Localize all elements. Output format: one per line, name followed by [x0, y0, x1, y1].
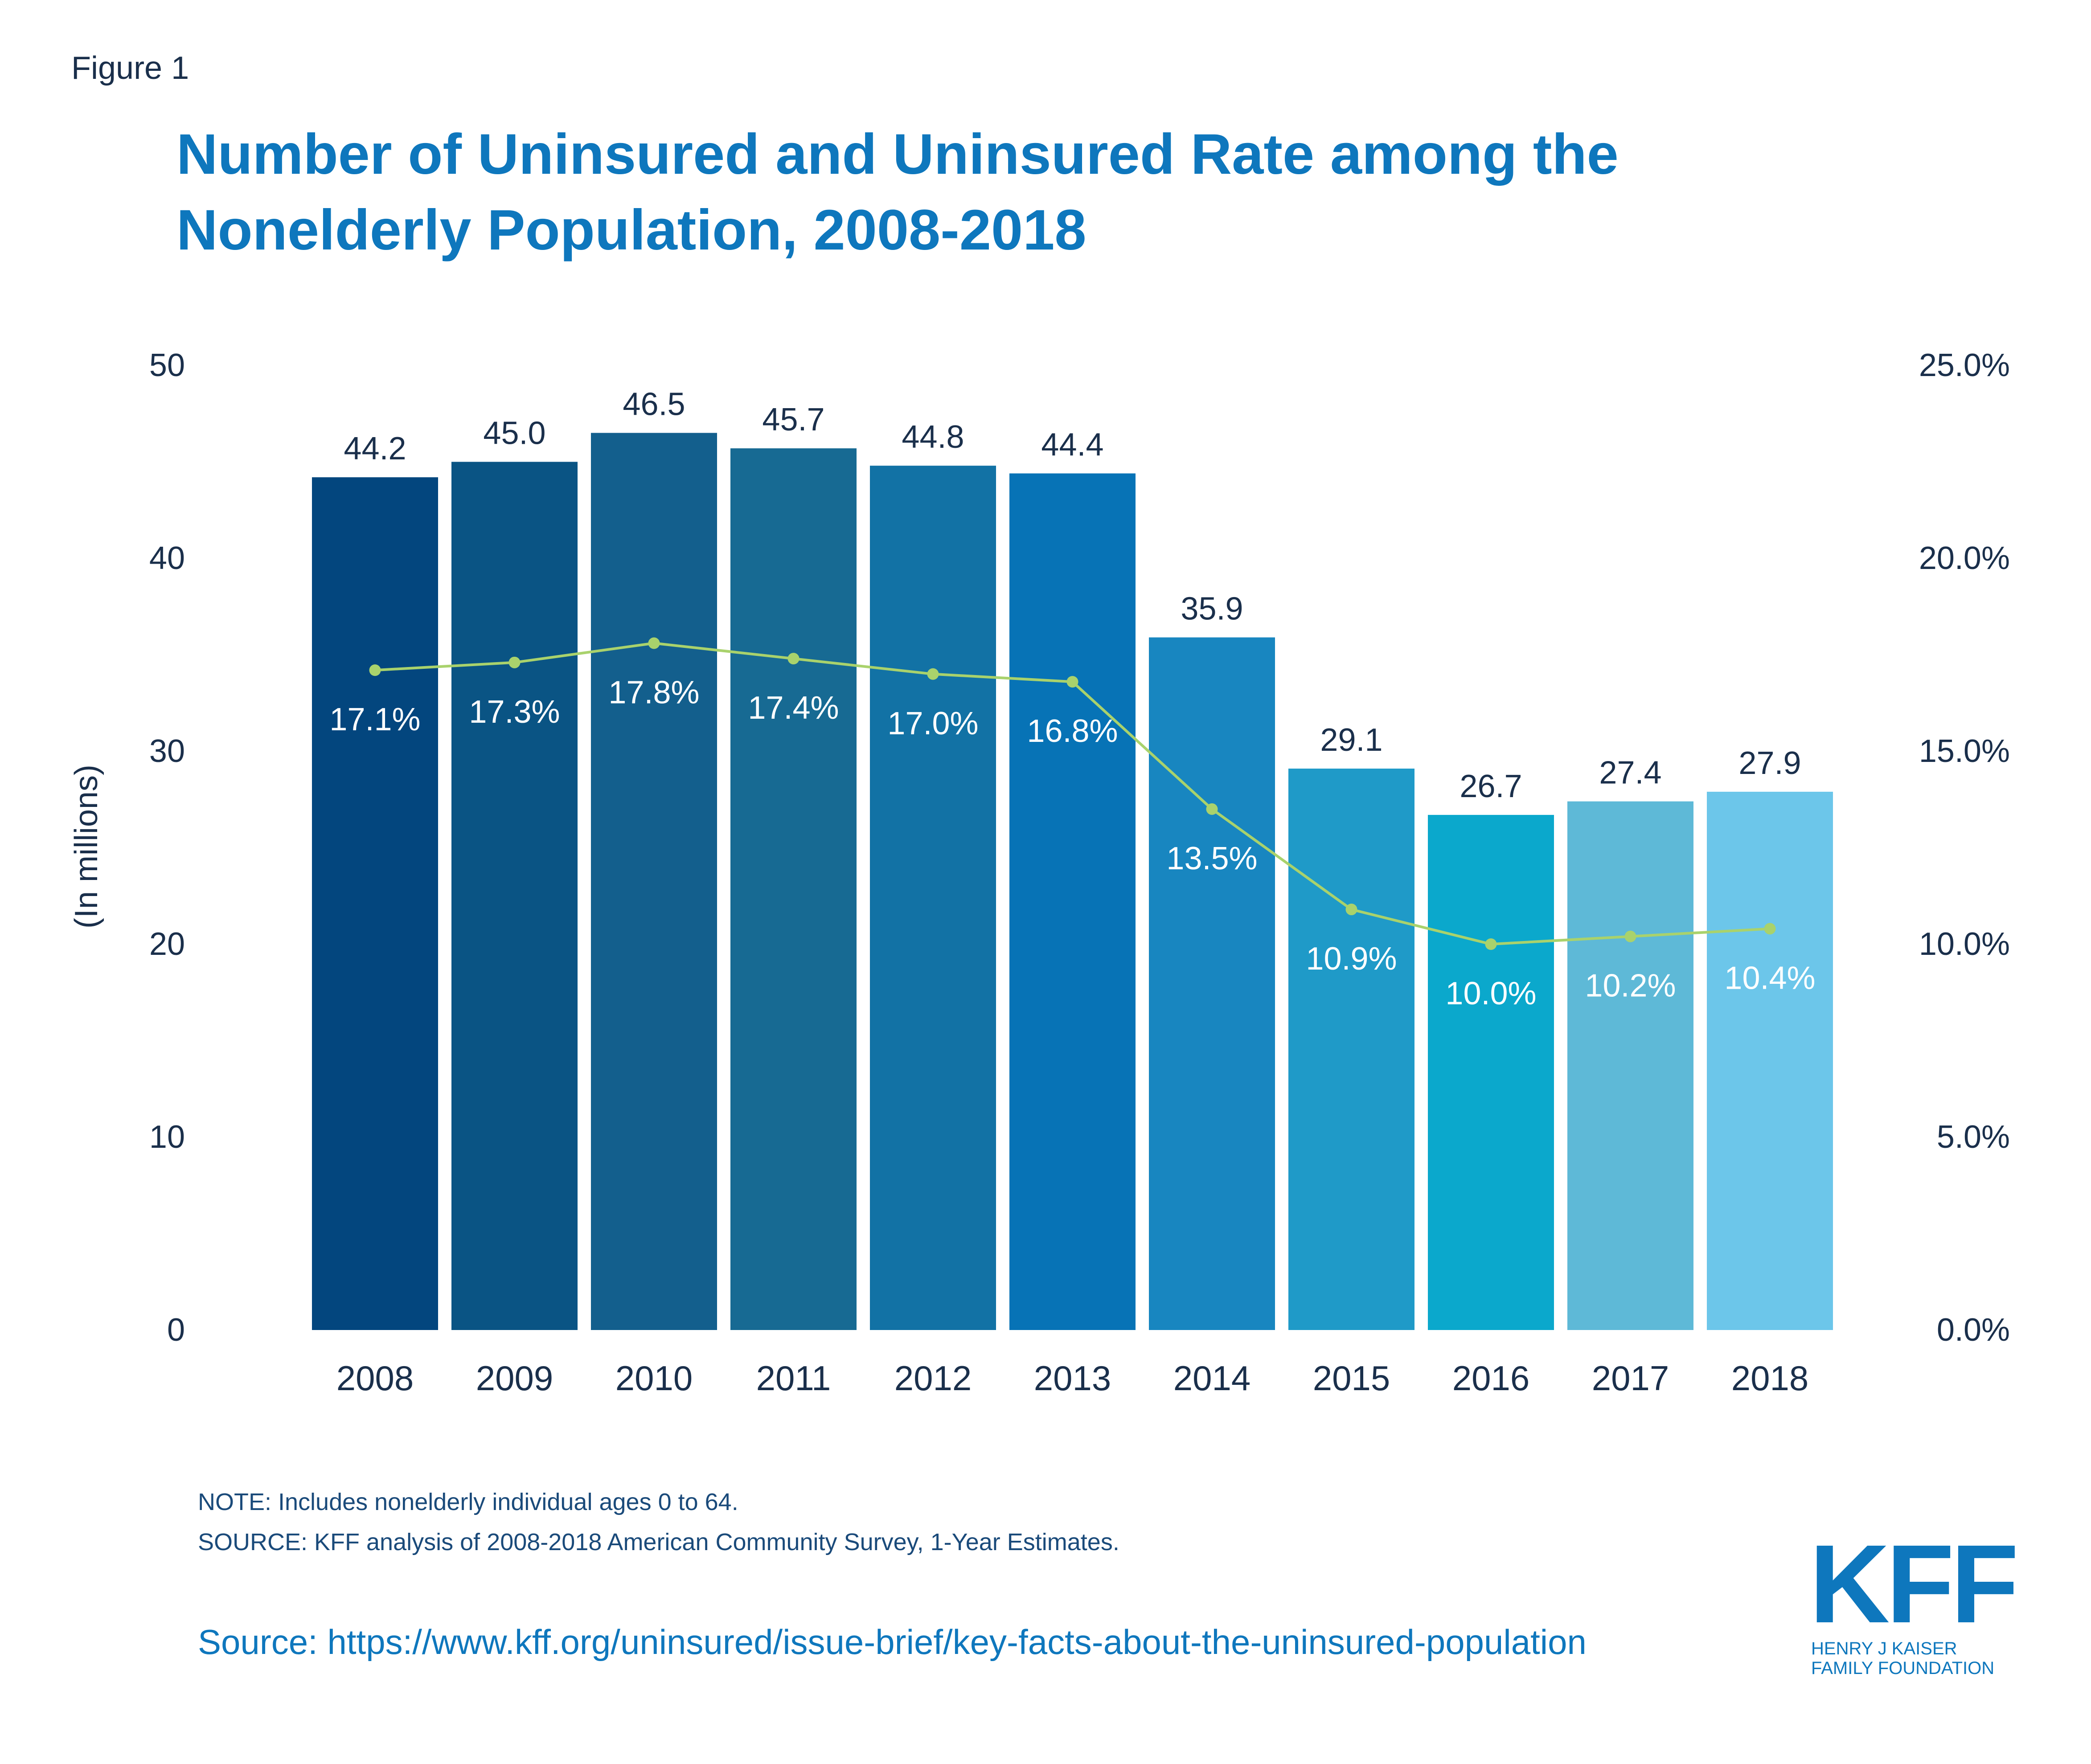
bar — [591, 433, 717, 1330]
bar-value-label: 26.7 — [1460, 769, 1522, 804]
right-y-tick-label: 5.0% — [1937, 1119, 2010, 1155]
rate-point — [1764, 923, 1776, 935]
bar — [870, 466, 996, 1330]
bar — [1707, 791, 1833, 1330]
rate-value-label: 17.1% — [329, 702, 420, 737]
left-y-tick-label: 30 — [149, 733, 185, 769]
right-y-tick-label: 15.0% — [1919, 733, 2010, 769]
chart-title: Number of Uninsured and Uninsured Rate a… — [176, 123, 1619, 262]
rate-point — [1485, 938, 1497, 950]
bar-value-label: 35.9 — [1181, 591, 1243, 627]
bar-value-label: 29.1 — [1320, 722, 1382, 758]
x-tick-label: 2012 — [894, 1359, 972, 1398]
bar-value-label: 27.9 — [1738, 745, 1801, 781]
bar-value-label: 46.5 — [623, 387, 685, 422]
x-tick-label: 2010 — [615, 1359, 693, 1398]
rate-line-series: 17.1% 17.3% 17.8% 17.4% 17.0% 16.8% 13.5% 10.9%… — [329, 637, 1816, 1011]
right-y-tick-label: 0.0% — [1937, 1312, 2010, 1348]
logo-subtitle-line1: HENRY J KAISER — [1811, 1639, 1957, 1658]
bar — [1288, 768, 1414, 1330]
rate-point — [927, 668, 939, 680]
bar-value-label: 45.7 — [762, 402, 824, 438]
rate-point — [648, 637, 660, 649]
rate-value-label: 17.8% — [608, 675, 699, 711]
figure-label: Figure 1 — [71, 50, 189, 86]
bar-value-label: 45.0 — [483, 416, 545, 451]
rate-point — [1345, 904, 1357, 916]
left-y-tick-label: 20 — [149, 926, 185, 962]
x-tick-label: 2009 — [476, 1359, 554, 1398]
left-y-tick-label: 0 — [167, 1312, 185, 1348]
bar-value-label: 27.4 — [1599, 755, 1661, 791]
right-y-tick-label: 25.0% — [1919, 348, 2010, 383]
bar-value-label: 44.8 — [902, 419, 964, 455]
kff-logo: KFF HENRY J KAISER FAMILY FOUNDATION — [1809, 1522, 2019, 1680]
right-y-axis: 0.0% 5.0% 10.0% 15.0% 20.0% 25.0% — [1919, 348, 2010, 1348]
source-url-text: Source: https://www.kff.org/uninsured/is… — [198, 1622, 1587, 1662]
x-tick-label: 2011 — [756, 1359, 831, 1398]
rate-value-label: 10.0% — [1445, 976, 1536, 1011]
x-axis: 2008 2009 2010 2011 2012 2013 2014 2015 2016 2017… — [336, 1359, 1809, 1398]
y-axis-title: (In millions) — [69, 765, 104, 929]
source-text: SOURCE: KFF analysis of 2008-2018 Americ… — [198, 1529, 1119, 1555]
rate-point — [369, 664, 381, 676]
left-y-tick-label: 10 — [149, 1119, 185, 1155]
x-tick-label: 2008 — [336, 1359, 414, 1398]
rate-value-label: 17.0% — [887, 706, 978, 741]
rate-point — [1066, 676, 1078, 688]
x-tick-label: 2017 — [1592, 1359, 1669, 1398]
x-tick-label: 2014 — [1173, 1359, 1251, 1398]
rate-value-label: 13.5% — [1166, 841, 1257, 876]
rate-point — [508, 656, 521, 668]
bar-value-label: 44.4 — [1041, 427, 1103, 462]
right-y-tick-label: 20.0% — [1919, 540, 2010, 576]
bar-value-label: 44.2 — [344, 431, 406, 467]
x-tick-label: 2013 — [1034, 1359, 1111, 1398]
x-tick-label: 2016 — [1452, 1359, 1530, 1398]
left-y-axis: 0 10 20 30 40 50 — [149, 348, 185, 1348]
rate-value-label: 17.4% — [748, 690, 839, 726]
bar — [1428, 814, 1554, 1330]
rate-value-label: 10.2% — [1585, 968, 1676, 1004]
bar — [730, 448, 857, 1330]
bar — [451, 462, 578, 1330]
bar — [1009, 473, 1136, 1330]
bar — [1149, 637, 1275, 1330]
note-text: NOTE: Includes nonelderly individual age… — [198, 1489, 738, 1515]
bar-series: 44.2 45.0 46.5 45.7 44.8 44.4 35.9 29.1 26.7 27.4… — [312, 387, 1833, 1330]
x-tick-label: 2015 — [1313, 1359, 1390, 1398]
rate-point — [787, 653, 800, 665]
rate-value-label: 16.8% — [1027, 713, 1118, 749]
left-y-tick-label: 40 — [149, 540, 185, 576]
rate-point — [1206, 803, 1218, 815]
right-y-tick-label: 10.0% — [1919, 926, 2010, 962]
bar — [1567, 801, 1693, 1330]
x-tick-label: 2018 — [1731, 1359, 1809, 1398]
rate-value-label: 17.3% — [469, 694, 560, 730]
logo-mark: KFF — [1809, 1522, 2019, 1646]
rate-value-label: 10.4% — [1724, 960, 1815, 996]
bar — [312, 477, 438, 1330]
logo-subtitle-line2: FAMILY FOUNDATION — [1811, 1658, 1995, 1678]
left-y-tick-label: 50 — [149, 348, 185, 383]
rate-point — [1624, 930, 1636, 942]
rate-value-label: 10.9% — [1306, 941, 1397, 977]
